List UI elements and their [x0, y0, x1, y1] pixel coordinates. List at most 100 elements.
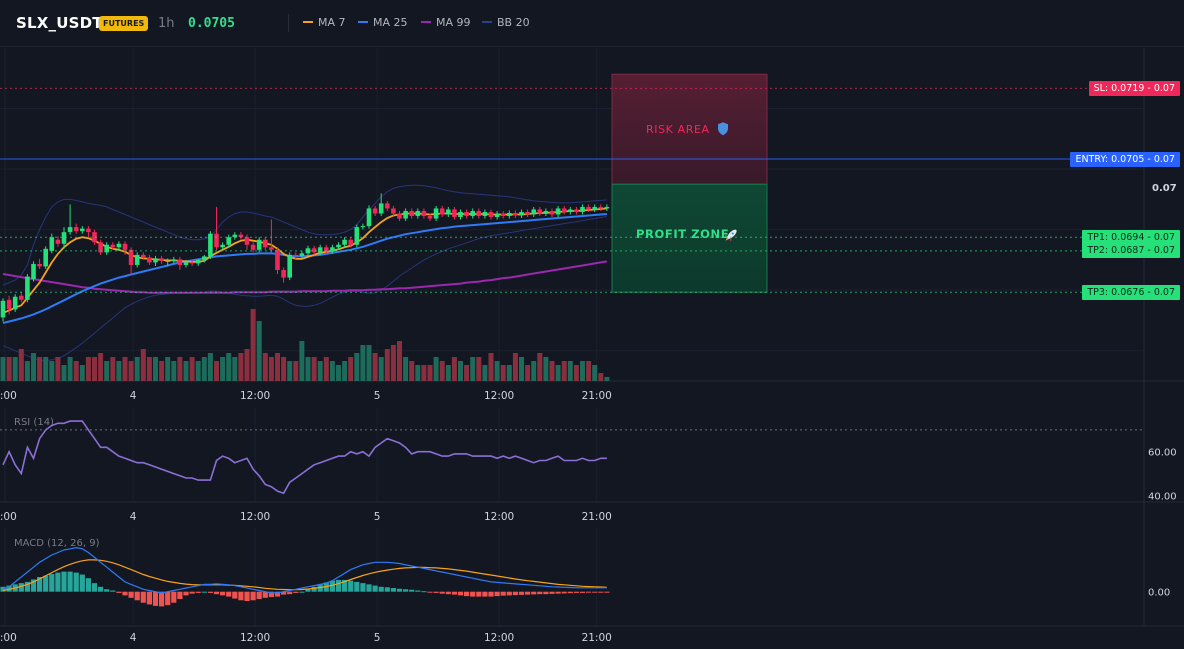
volume-bar	[79, 365, 85, 381]
macd-hist-bar	[396, 588, 403, 592]
volume-bar	[165, 357, 171, 381]
candlesticks	[0, 193, 610, 322]
volume-bar	[183, 361, 189, 381]
symbol-name[interactable]: SLX_USDT	[16, 14, 103, 32]
legend-ma25[interactable]: MA 25	[358, 16, 408, 29]
macd-hist-bar	[134, 591, 140, 601]
candle-body	[464, 211, 469, 217]
macd-hist-bar	[567, 591, 573, 594]
level-tag-tp1[interactable]: TP1: 0.0694 - 0.07	[1082, 229, 1180, 245]
volume-bar	[329, 361, 335, 381]
macd-hist-bar	[281, 591, 287, 595]
legend-ma7[interactable]: MA 7	[303, 16, 346, 29]
candle-body	[403, 210, 408, 219]
macd-hist-bar	[390, 588, 396, 592]
candle-body	[55, 239, 61, 244]
macd-hist-bar	[354, 581, 360, 592]
macd-hist-bar	[24, 581, 30, 592]
bb-lower	[2, 216, 607, 362]
main-x-tick: 21:00	[582, 390, 612, 402]
macd-hist-bar	[451, 591, 457, 595]
candle-body	[482, 211, 488, 217]
candle-body	[488, 211, 494, 218]
volume-bar	[43, 357, 49, 381]
volume-bar	[250, 309, 256, 381]
volume-bar	[122, 357, 128, 381]
volume-bar	[226, 353, 232, 381]
candle-body	[330, 247, 335, 252]
legend-swatch-ma99	[421, 21, 431, 23]
moving-averages	[2, 207, 608, 324]
macd-hist-bar	[531, 591, 537, 595]
volume-bar	[494, 361, 500, 381]
volume-bar	[128, 361, 134, 381]
candle-body	[421, 210, 427, 217]
macd-hist-bar	[384, 587, 390, 592]
main-x-tick: 4	[130, 390, 137, 402]
ma99-line	[2, 260, 608, 294]
macd-hist-bar	[183, 591, 189, 596]
level-tag-tp2[interactable]: TP2: 0.0687 - 0.07	[1082, 243, 1180, 259]
macd-hist-bar	[378, 586, 384, 592]
volume-bar	[421, 365, 427, 381]
candle-body	[122, 243, 128, 250]
price-scale-label: 0.07	[1152, 183, 1177, 194]
volume-bar	[482, 365, 488, 381]
volume-bar	[238, 353, 244, 381]
rsi-x-tick: 12:00	[240, 511, 270, 523]
candle-body	[446, 209, 451, 215]
level-tag-entry[interactable]: ENTRY: 0.0705 - 0.07	[1070, 151, 1180, 167]
candle-body	[189, 262, 195, 264]
macd-hist-bar	[274, 591, 281, 597]
macd-hist-bar	[67, 571, 73, 592]
macd-hist-bar	[213, 591, 220, 595]
rocket-fins	[724, 234, 732, 242]
candle-body	[67, 227, 73, 233]
candle-body	[513, 212, 518, 216]
timeframe-label[interactable]: 1h	[158, 16, 175, 31]
macd-hist-bar	[165, 591, 171, 606]
macd-hist-bar	[268, 591, 274, 598]
volume-bar	[433, 357, 439, 381]
macd-hist-bar	[549, 591, 555, 594]
macd-hist-bar	[256, 591, 262, 600]
legend-ma99[interactable]: MA 99	[421, 16, 471, 29]
macd-hist-bar	[403, 589, 409, 592]
macd-hist-bar	[543, 591, 549, 595]
level-tag-label-entry: ENTRY: 0.0705	[1075, 153, 1145, 165]
macd-hist-bar	[439, 591, 445, 594]
volume-bar	[512, 353, 518, 381]
volume-bar	[586, 361, 592, 381]
volume-bar	[140, 349, 146, 381]
legend-bb20[interactable]: BB 20	[482, 16, 530, 29]
rsi-x-tick: 4	[130, 511, 137, 523]
volume-bar	[98, 353, 104, 381]
macd-hist-bar	[360, 583, 366, 592]
macd-hist-bar	[207, 591, 213, 593]
legend-swatch-ma25	[358, 21, 368, 23]
ma25-line	[2, 213, 607, 324]
rocket-flame	[725, 237, 729, 241]
main-x-tick: 2:00	[0, 390, 17, 402]
candle-body	[555, 208, 561, 215]
rsi-line	[2, 420, 607, 495]
macd-hist-bar	[329, 580, 335, 592]
candle-body	[470, 210, 475, 217]
macd-hist-bar	[348, 580, 354, 592]
candle-body	[397, 213, 402, 219]
volume-bar	[506, 365, 512, 381]
macd-hist-bar	[244, 591, 250, 602]
macd-hist-bar	[177, 591, 183, 600]
level-tag-tp3[interactable]: TP3: 0.0676 - 0.07	[1082, 284, 1180, 300]
volume-bar	[67, 357, 73, 381]
macd-hist-bar	[518, 591, 525, 595]
macd-hist-bar	[18, 583, 24, 592]
candle-body	[336, 244, 341, 248]
macd-hist-bar	[220, 591, 226, 596]
volume-bar	[0, 357, 6, 381]
rocket-window	[731, 232, 734, 235]
chart-header: SLX_USDT FUTURES 1h 0.0705 MA 7 MA 25 MA…	[0, 0, 1184, 47]
macd-hist-bar	[598, 591, 604, 593]
level-tag-sl[interactable]: SL: 0.0719 - 0.07	[1088, 80, 1180, 96]
